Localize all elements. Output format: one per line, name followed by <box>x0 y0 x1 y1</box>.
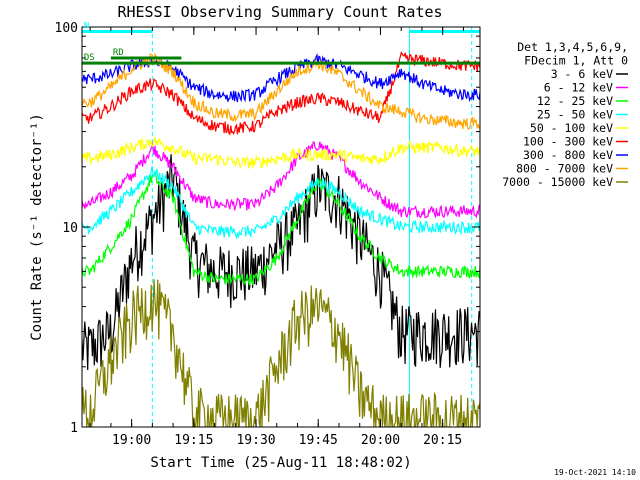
series-line-8 <box>82 279 480 427</box>
series-line-5 <box>82 51 480 136</box>
legend-label-4: 50 - 100 keV <box>530 121 613 135</box>
timestamp: 19-Oct-2021 14:10 <box>554 468 636 477</box>
x-axis-label: Start Time (25-Aug-11 18:48:02) <box>150 455 411 471</box>
chart-title: RHESSI Observing Summary Count Rates <box>117 3 442 21</box>
series-line-2 <box>82 172 480 286</box>
legend-label-6: 300 - 800 keV <box>523 148 613 162</box>
y-axis-label: Count Rate (s⁻¹ detector⁻¹) <box>29 113 45 341</box>
x-tick-label-0: 19:00 <box>112 433 151 448</box>
x-tick-label-5: 20:15 <box>423 433 462 448</box>
legend-label-8: 7000 - 15000 keV <box>502 175 613 189</box>
legend: Det 1,3,4,5,6,9,FDecim 1, Att 03 - 6 keV… <box>502 40 628 189</box>
state-flag-label-3: DS <box>84 53 95 63</box>
series-line-3 <box>82 165 480 240</box>
series-line-0 <box>82 154 480 371</box>
series-line-7 <box>82 52 480 130</box>
legend-label-5: 100 - 300 keV <box>523 135 613 149</box>
series-line-1 <box>82 141 480 219</box>
legend-label-2: 12 - 25 keV <box>537 94 613 108</box>
x-tick-label-2: 19:30 <box>236 433 275 448</box>
series-line-6 <box>82 52 480 103</box>
y-tick-label-1: 10 <box>62 221 78 236</box>
legend-label-3: 25 - 50 keV <box>537 108 613 122</box>
legend-label-0: 3 - 6 keV <box>551 67 613 81</box>
legend-label-1: 6 - 12 keV <box>544 81 613 95</box>
legend-header-0: Det 1,3,4,5,6,9, <box>517 40 628 54</box>
series-line-4 <box>82 136 480 170</box>
x-tick-label-3: 19:45 <box>299 433 338 448</box>
legend-header-1: FDecim 1, Att 0 <box>524 54 628 68</box>
legend-label-7: 800 - 7000 keV <box>516 162 613 176</box>
x-tick-label-1: 19:15 <box>174 433 213 448</box>
state-flag-label-2: RD <box>113 48 124 58</box>
y-tick-label-2: 100 <box>55 21 78 36</box>
x-tick-label-4: 20:00 <box>361 433 400 448</box>
axis-ticks <box>82 26 480 428</box>
state-flag-label-0: N <box>84 21 89 31</box>
y-tick-label-0: 1 <box>70 421 78 436</box>
y-tick-labels: 1 10 100 <box>55 21 78 436</box>
x-tick-labels: 19:00 19:15 19:30 19:45 20:00 20:15 <box>112 433 462 448</box>
